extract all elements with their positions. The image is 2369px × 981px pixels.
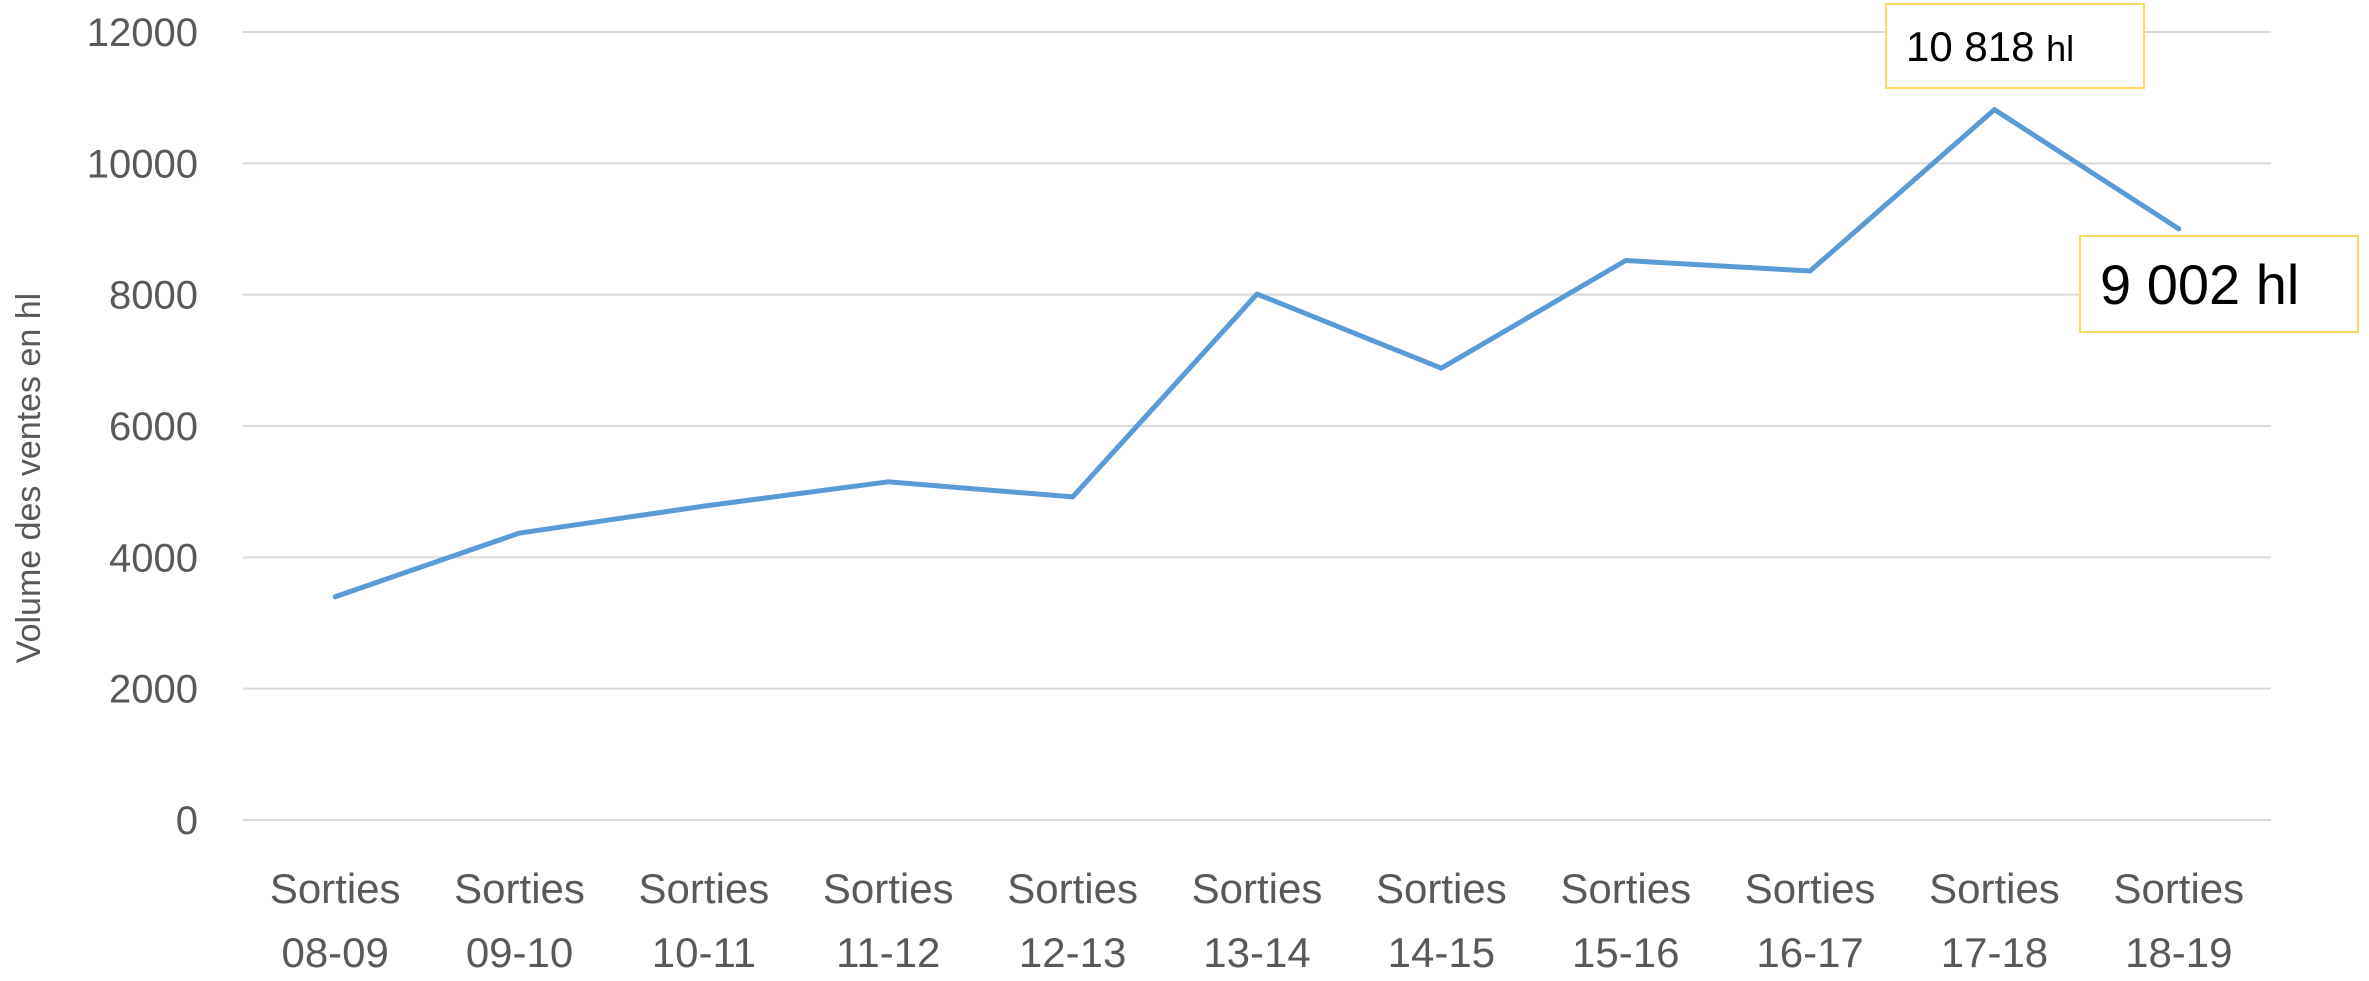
- series-layer: [335, 110, 2179, 597]
- y-tick-label: 8000: [109, 274, 198, 318]
- callout-label: 10 818 hl: [1906, 23, 2074, 70]
- data-callout: 10 818 hl: [1886, 4, 2144, 88]
- callout-label: 9 002 hl: [2100, 253, 2299, 316]
- y-axis-title: Volume des ventes en hl: [10, 293, 48, 663]
- series-line: [335, 110, 2179, 597]
- y-tick-label: 6000: [109, 405, 198, 449]
- gridlines: [243, 32, 2271, 820]
- y-tick-label: 2000: [109, 668, 198, 712]
- y-tick-label: 4000: [109, 536, 198, 580]
- y-tick-label: 12000: [87, 11, 198, 55]
- y-tick-label: 10000: [87, 142, 198, 186]
- y-tick-label: 0: [176, 799, 198, 843]
- y-axis-ticks: 0 2000 4000 6000 8000 10000 12000: [87, 11, 198, 843]
- data-callouts: 10 818 hl 9 002 hl: [1886, 4, 2358, 332]
- data-callout: 9 002 hl: [2080, 236, 2358, 332]
